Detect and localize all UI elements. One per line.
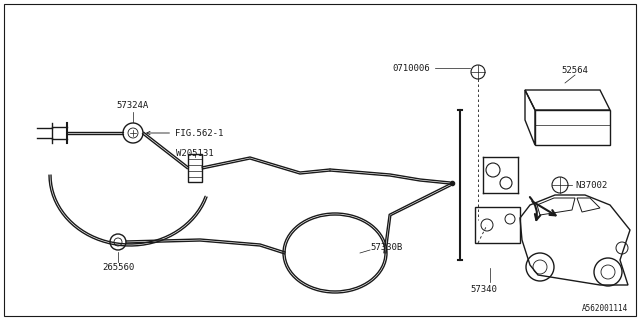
Text: N37002: N37002 [575,180,607,189]
Text: 52564: 52564 [561,66,588,75]
Text: FIG.562-1: FIG.562-1 [147,129,223,138]
Bar [475,207,520,243]
Text: 57340: 57340 [470,285,497,294]
Text: 0710006: 0710006 [392,63,430,73]
Text: W205131: W205131 [176,148,214,157]
Bar [188,154,202,182]
Text: A562001114: A562001114 [582,304,628,313]
Text: 57324A: 57324A [117,100,149,109]
Text: 265560: 265560 [102,263,134,273]
Text: 57330B: 57330B [370,243,403,252]
